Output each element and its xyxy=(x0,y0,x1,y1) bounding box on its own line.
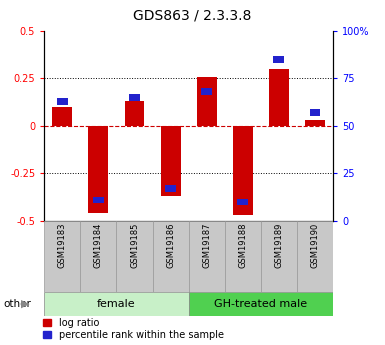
Bar xyxy=(125,101,144,126)
Bar xyxy=(57,98,68,105)
Bar xyxy=(310,109,320,116)
Text: other: other xyxy=(4,299,32,309)
Text: GSM19185: GSM19185 xyxy=(130,223,139,268)
Bar xyxy=(52,107,72,126)
Bar xyxy=(89,126,108,213)
Bar xyxy=(261,221,297,292)
Bar xyxy=(44,221,80,292)
Bar xyxy=(93,197,104,203)
Text: GSM19188: GSM19188 xyxy=(238,223,247,268)
Bar xyxy=(201,88,212,95)
Bar xyxy=(238,198,248,205)
Bar xyxy=(80,221,116,292)
Bar xyxy=(152,221,189,292)
Text: GSM19183: GSM19183 xyxy=(58,223,67,268)
Bar xyxy=(44,292,189,316)
Text: GDS863 / 2.3.3.8: GDS863 / 2.3.3.8 xyxy=(133,9,252,23)
Bar xyxy=(116,221,152,292)
Legend: log ratio, percentile rank within the sample: log ratio, percentile rank within the sa… xyxy=(44,318,224,340)
Bar xyxy=(269,69,289,126)
Bar xyxy=(161,126,181,196)
Bar xyxy=(225,221,261,292)
Text: GSM19190: GSM19190 xyxy=(310,223,320,268)
Text: GSM19187: GSM19187 xyxy=(202,223,211,268)
Text: GSM19189: GSM19189 xyxy=(275,223,283,268)
Bar xyxy=(273,56,284,63)
Text: GSM19184: GSM19184 xyxy=(94,223,103,268)
Text: ▶: ▶ xyxy=(21,299,29,309)
Bar xyxy=(189,292,333,316)
Bar xyxy=(129,94,140,101)
Bar xyxy=(233,126,253,215)
Bar xyxy=(297,221,333,292)
Bar xyxy=(305,120,325,126)
Bar xyxy=(197,77,217,126)
Text: GH-treated male: GH-treated male xyxy=(214,299,307,309)
Bar xyxy=(165,185,176,192)
Text: female: female xyxy=(97,299,136,309)
Text: GSM19186: GSM19186 xyxy=(166,223,175,268)
Bar xyxy=(189,221,225,292)
